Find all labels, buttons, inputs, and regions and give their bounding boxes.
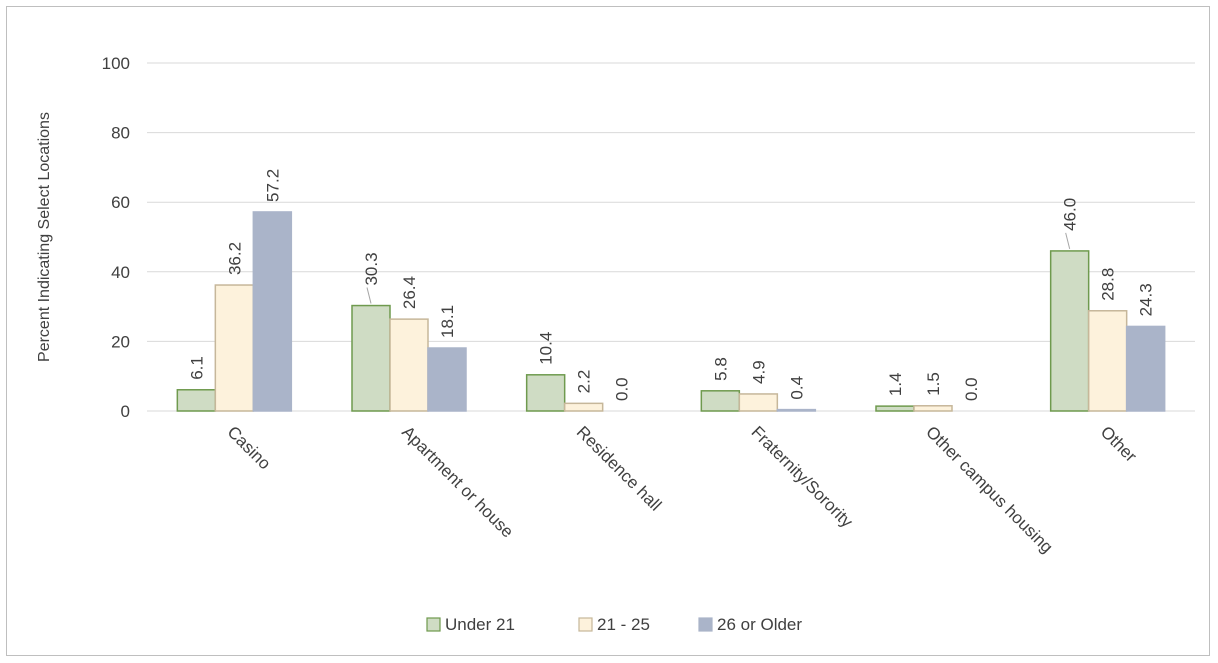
data-label: 46.0 bbox=[1061, 198, 1080, 231]
y-tick-label: 80 bbox=[111, 124, 130, 143]
bar-3-2 bbox=[776, 408, 817, 412]
data-label: 10.4 bbox=[537, 332, 556, 365]
x-category-label: Fraternity/Sorority bbox=[748, 422, 857, 531]
data-label: 0.0 bbox=[962, 377, 981, 401]
x-category-label: Casino bbox=[224, 422, 275, 473]
data-label: 30.3 bbox=[362, 252, 381, 285]
bar-5-1 bbox=[1087, 310, 1128, 412]
data-label: 2.2 bbox=[575, 370, 594, 394]
data-label: 6.1 bbox=[187, 356, 206, 380]
chart-frame: 0 20 40 60 80 100 Percent Indicating Select Lo… bbox=[6, 6, 1210, 656]
data-label: 26.4 bbox=[400, 276, 419, 309]
legend-swatch bbox=[426, 617, 441, 632]
legend-swatch bbox=[698, 617, 713, 632]
bar-4-1 bbox=[913, 405, 953, 412]
bar-2-1 bbox=[563, 402, 604, 412]
chart-svg: 0 20 40 60 80 100 Percent Indicating Select Lo… bbox=[36, 54, 1195, 634]
bar-5-2 bbox=[1125, 325, 1166, 412]
bar-1-0 bbox=[351, 304, 391, 412]
legend-label: Under 21 bbox=[445, 615, 515, 634]
x-category-label: Apartment or house bbox=[398, 422, 517, 541]
bar-3-0 bbox=[700, 390, 741, 412]
bar-0-2 bbox=[252, 211, 293, 412]
legend-label: 21 - 25 bbox=[597, 615, 650, 634]
bar-4-0 bbox=[875, 405, 915, 412]
data-label: 1.5 bbox=[924, 372, 943, 396]
y-axis-label: Percent Indicating Select Locations bbox=[36, 112, 53, 362]
bar-0-1 bbox=[214, 284, 255, 412]
data-label: 18.1 bbox=[438, 305, 457, 338]
data-label: 0.0 bbox=[613, 377, 632, 401]
bar-0-0 bbox=[176, 389, 217, 412]
bar-5-0 bbox=[1049, 250, 1090, 412]
data-label: 24.3 bbox=[1137, 283, 1156, 316]
y-tick-label: 0 bbox=[121, 402, 130, 421]
data-label: 1.4 bbox=[886, 372, 905, 396]
y-tick-label: 100 bbox=[102, 54, 130, 73]
leader-line bbox=[1065, 232, 1071, 250]
legend-label: 26 or Older bbox=[717, 615, 802, 634]
x-category-label: Other campus housing bbox=[922, 422, 1056, 556]
y-tick-label: 60 bbox=[111, 193, 130, 212]
x-category-label: Other bbox=[1097, 422, 1141, 466]
bar-1-2 bbox=[427, 347, 467, 412]
bar-1-1 bbox=[389, 318, 429, 412]
y-tick-label: 20 bbox=[111, 332, 130, 351]
bar-3-1 bbox=[738, 393, 779, 412]
y-tick-label: 40 bbox=[111, 263, 130, 282]
data-label: 5.8 bbox=[711, 357, 730, 381]
data-label: 36.2 bbox=[225, 242, 244, 275]
data-label: 57.2 bbox=[263, 169, 282, 202]
bar-2-0 bbox=[525, 374, 566, 412]
data-label: 0.4 bbox=[787, 376, 806, 400]
legend-swatch bbox=[578, 617, 593, 632]
data-label: 28.8 bbox=[1099, 268, 1118, 301]
data-label: 4.9 bbox=[749, 360, 768, 384]
x-category-label: Residence hall bbox=[573, 422, 665, 514]
leader-line bbox=[366, 287, 372, 304]
